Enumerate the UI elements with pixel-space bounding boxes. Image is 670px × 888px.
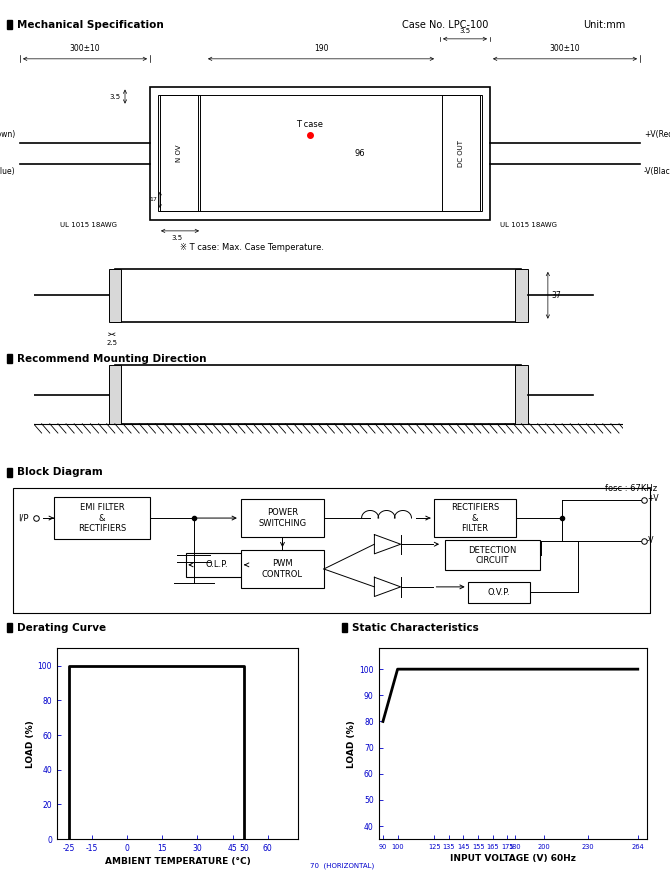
Bar (433, 499, 516, 536)
Text: 37: 37 (551, 290, 561, 300)
Bar (109, 366, 121, 424)
Bar (186, 553, 248, 576)
Text: UL 1015 18AWG: UL 1015 18AWG (60, 222, 117, 228)
Text: Unit:mm: Unit:mm (583, 20, 625, 30)
Text: ※ T case: Max. Case Temperature.: ※ T case: Max. Case Temperature. (180, 243, 324, 252)
Text: Static Characteristics: Static Characteristics (352, 622, 479, 633)
Text: O.L.P.: O.L.P. (206, 560, 228, 569)
Text: Case No. LPC-100: Case No. LPC-100 (402, 20, 488, 30)
Text: Derating Curve: Derating Curve (17, 622, 107, 633)
Text: 300±10: 300±10 (70, 44, 100, 53)
Text: PWM
CONTROL: PWM CONTROL (262, 559, 303, 579)
Text: 3.5: 3.5 (110, 93, 121, 99)
Y-axis label: LOAD (%): LOAD (%) (26, 720, 35, 767)
Text: Mechanical Specification: Mechanical Specification (17, 20, 164, 30)
Y-axis label: LOAD (%): LOAD (%) (348, 720, 356, 767)
Text: 17: 17 (149, 197, 157, 202)
Text: 300±10: 300±10 (549, 44, 580, 53)
Bar (241, 551, 324, 588)
Text: N OV: N OV (176, 145, 182, 162)
Bar (115, 366, 521, 424)
Bar (150, 87, 490, 220)
Text: +V(Red): +V(Red) (644, 131, 670, 139)
Text: Block Diagram: Block Diagram (17, 467, 103, 478)
Bar (442, 95, 480, 211)
Text: DC OUT: DC OUT (458, 139, 464, 167)
Text: 2.5: 2.5 (107, 339, 117, 345)
Text: 3.5: 3.5 (172, 235, 182, 242)
Text: -V: -V (647, 535, 655, 544)
Text: AC/L(Brown): AC/L(Brown) (0, 131, 16, 139)
Text: AC/N(Blue): AC/N(Blue) (0, 167, 16, 176)
Bar (468, 582, 531, 603)
Bar (158, 95, 482, 211)
Bar (7, 623, 12, 632)
Bar (7, 354, 12, 363)
Text: T case: T case (297, 120, 324, 129)
Text: POWER
SWITCHING: POWER SWITCHING (259, 508, 307, 527)
Text: 3.5: 3.5 (460, 28, 470, 35)
Text: 190: 190 (314, 44, 328, 53)
Text: Recommend Mounting Direction: Recommend Mounting Direction (17, 353, 207, 364)
Text: EMI FILTER
&
RECTIFIERS: EMI FILTER & RECTIFIERS (78, 503, 126, 533)
Bar (7, 468, 12, 477)
Bar (7, 20, 12, 29)
Text: RECTIFIERS
&
FILTER: RECTIFIERS & FILTER (451, 503, 499, 533)
Text: +V: +V (647, 495, 659, 503)
Text: O.V.P.: O.V.P. (488, 588, 511, 597)
Bar (54, 497, 149, 539)
X-axis label: INPUT VOLTAGE (V) 60Hz: INPUT VOLTAGE (V) 60Hz (450, 854, 576, 863)
Bar (342, 623, 347, 632)
Text: DETECTION
CIRCUIT: DETECTION CIRCUIT (468, 545, 517, 565)
Bar (160, 95, 198, 211)
Text: 70  (HORIZONTAL): 70 (HORIZONTAL) (310, 862, 375, 868)
Text: fosc : 67KHz: fosc : 67KHz (604, 484, 657, 493)
Text: 96: 96 (354, 148, 365, 158)
Bar (445, 540, 540, 570)
Text: I/P: I/P (18, 513, 28, 522)
X-axis label: AMBIENT TEMPERATURE (°C): AMBIENT TEMPERATURE (°C) (105, 857, 251, 866)
Bar (115, 269, 521, 321)
Bar (241, 499, 324, 536)
Bar (109, 269, 121, 321)
Text: UL 1015 18AWG: UL 1015 18AWG (500, 222, 557, 228)
Bar (515, 269, 527, 321)
Text: -V(Black): -V(Black) (644, 167, 670, 176)
Bar (515, 366, 527, 424)
